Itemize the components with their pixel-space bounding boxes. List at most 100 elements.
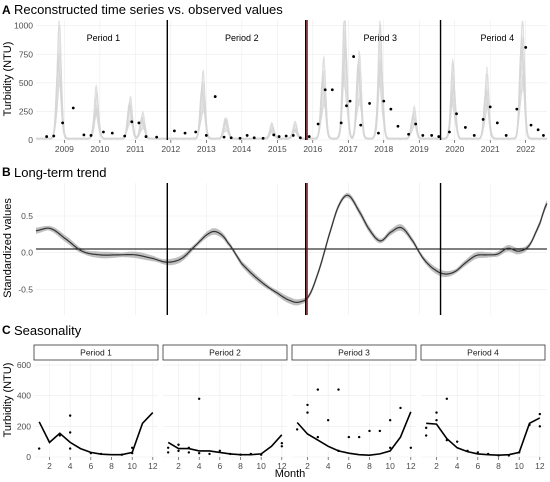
observed-point xyxy=(213,95,217,98)
seasonal-point xyxy=(357,435,361,439)
observed-point xyxy=(52,134,56,138)
observed-point xyxy=(472,134,476,137)
x-tick-label: 12 xyxy=(277,461,287,471)
seasonal-point xyxy=(295,428,299,431)
x-tick-label: 8 xyxy=(496,461,501,471)
panel-c-plot: Period 1 2 4 6 8 10 12 0 200 400 600 Period 2 2 4 6 8 10… xyxy=(17,344,546,471)
observed-point xyxy=(430,134,434,137)
seasonal-point xyxy=(455,440,459,443)
seasonal-point xyxy=(120,453,124,456)
seasonal-line xyxy=(296,411,412,457)
seasonal-line xyxy=(167,434,283,456)
observed-point xyxy=(102,130,105,134)
observed-point xyxy=(183,131,187,135)
observed-point xyxy=(61,121,65,125)
seasonal-point xyxy=(197,397,201,400)
x-tick-label: 2019 xyxy=(410,144,429,154)
observed-point xyxy=(194,130,198,134)
observed-point xyxy=(463,126,467,129)
seasonal-point xyxy=(424,426,428,430)
x-tick-label: 6 xyxy=(346,461,351,471)
observed-point xyxy=(368,102,371,105)
observed-point xyxy=(542,134,545,137)
seasonal-point xyxy=(166,451,170,454)
x-tick-label: 2013 xyxy=(197,144,216,154)
seasonal-point xyxy=(187,446,191,450)
seasonal-point xyxy=(507,454,511,457)
y-tick-label: 750 xyxy=(19,49,33,59)
observed-point xyxy=(348,99,352,103)
observed-point xyxy=(515,107,519,111)
observed-point xyxy=(437,135,441,138)
observed-point xyxy=(382,99,386,103)
observed-point xyxy=(396,124,400,128)
observed-point xyxy=(110,131,114,135)
observed-point xyxy=(284,134,288,138)
x-tick-label: 4 xyxy=(326,461,331,471)
seasonal-point xyxy=(347,435,351,439)
reconstruction-trace xyxy=(35,59,548,140)
seasonal-point xyxy=(249,452,253,456)
x-tick-label: 2 xyxy=(305,461,310,471)
panel-c-ylabel: Turbidity (NTU) xyxy=(2,363,14,438)
observed-point xyxy=(414,122,418,126)
panel-c-letter: C xyxy=(2,323,11,337)
seasonal-point xyxy=(424,434,428,437)
seasonal-point xyxy=(177,443,180,446)
x-tick-label: 2010 xyxy=(90,144,109,154)
panel-a-ylabel: Turbidity (NTU) xyxy=(2,42,14,117)
seasonal-point xyxy=(187,451,191,454)
y-tick-label: 0.5 xyxy=(21,211,33,221)
seasonal-point xyxy=(68,431,72,434)
seasonal-point xyxy=(316,388,320,391)
seasonal-point xyxy=(130,446,134,450)
observed-point xyxy=(82,133,86,137)
observed-point xyxy=(488,105,492,109)
seasonal-point xyxy=(326,419,330,422)
observed-point xyxy=(261,136,265,140)
seasonal-point xyxy=(435,419,438,422)
period-label: Period 4 xyxy=(481,33,515,43)
seasonal-point xyxy=(280,442,284,445)
reconstruction-trace xyxy=(35,39,548,140)
observed-point xyxy=(455,112,458,116)
x-tick-label: 2011 xyxy=(126,144,145,154)
seasonal-point xyxy=(409,446,413,450)
observed-point xyxy=(172,129,176,133)
seasonal-point xyxy=(68,414,72,417)
seasonal-point xyxy=(208,452,211,456)
x-tick-label: 2 xyxy=(434,461,439,471)
facet-label: Period 1 xyxy=(80,348,112,358)
x-tick-label: 2009 xyxy=(55,144,74,154)
seasonal-point xyxy=(337,449,340,453)
observed-point xyxy=(238,136,242,140)
observed-point xyxy=(307,135,311,138)
x-tick-label: 2022 xyxy=(516,144,535,154)
observed-point xyxy=(359,123,363,127)
x-tick-label: 2018 xyxy=(374,144,393,154)
y-tick-label: -0.5 xyxy=(18,284,33,294)
seasonal-point xyxy=(197,451,201,455)
observed-point xyxy=(252,136,256,140)
observed-point xyxy=(529,123,533,127)
x-tick-label: 10 xyxy=(514,461,524,471)
observed-point xyxy=(352,55,356,58)
x-tick-label: 4 xyxy=(455,461,460,471)
seasonal-point xyxy=(337,388,340,391)
observed-point xyxy=(204,134,208,137)
reconstruction-trace xyxy=(35,28,548,140)
observed-point xyxy=(155,135,159,139)
observed-point xyxy=(377,131,380,135)
observed-point xyxy=(245,134,249,137)
x-tick-label: 2020 xyxy=(445,144,464,154)
seasonal-point xyxy=(435,411,438,414)
y-tick-label: 400 xyxy=(17,391,31,401)
observed-point xyxy=(229,136,233,140)
x-tick-label: 2 xyxy=(47,461,52,471)
observed-point xyxy=(277,135,281,138)
observed-point xyxy=(504,134,508,137)
y-tick-label: 600 xyxy=(17,360,31,370)
x-tick-label: 10 xyxy=(256,461,266,471)
seasonal-point xyxy=(388,419,392,422)
panel-b-ylabel: Standardized values xyxy=(2,198,14,298)
